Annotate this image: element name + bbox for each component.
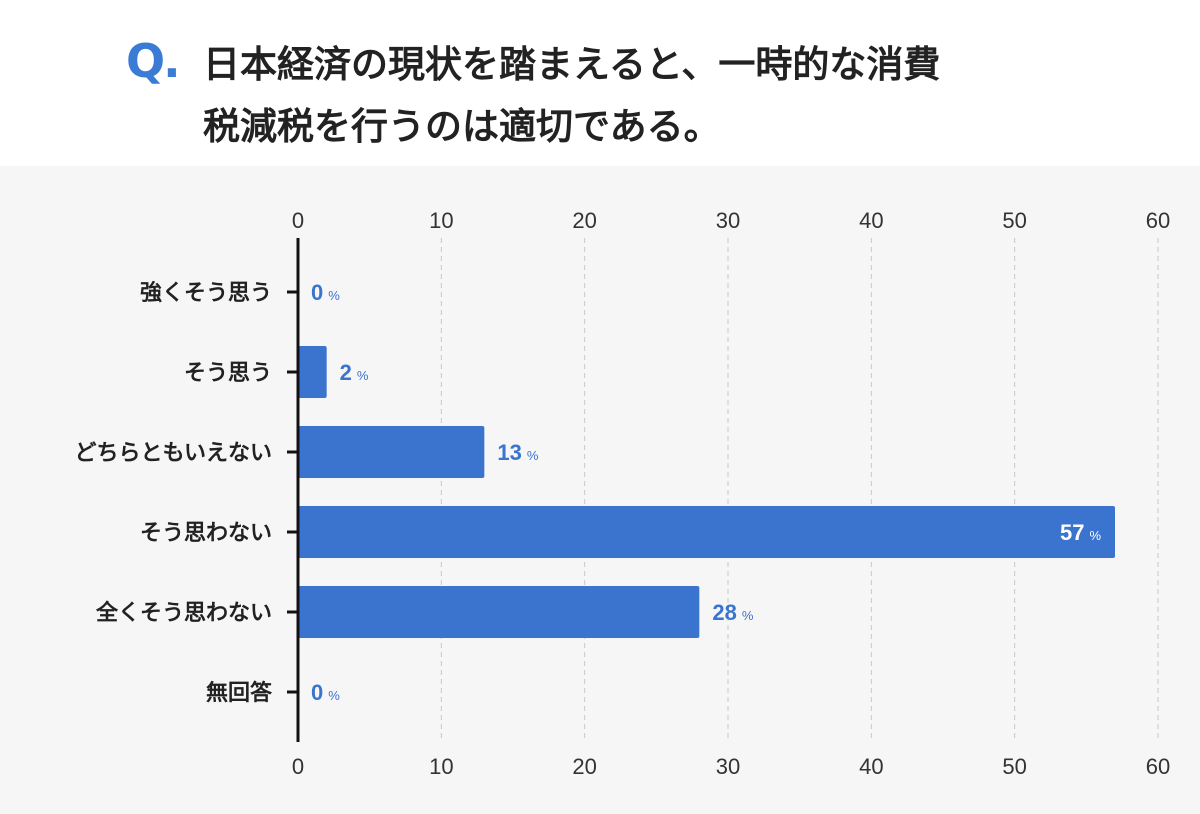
question-title-line-1: 日本経済の現状を踏まえると、一時的な消費 bbox=[203, 43, 941, 86]
bar bbox=[298, 506, 1115, 558]
x-tick-label-bottom: 50 bbox=[1002, 754, 1026, 779]
category-label: そう思う bbox=[184, 361, 272, 386]
value-label: 0% bbox=[311, 280, 340, 305]
x-tick-label-bottom: 40 bbox=[859, 754, 883, 779]
question-title-line-2: 税減税を行うのは適切である。 bbox=[203, 105, 721, 148]
bar bbox=[298, 586, 700, 638]
value-label: 57% bbox=[1060, 520, 1101, 545]
value-label: 28% bbox=[712, 600, 753, 625]
category-label: 強くそう思う bbox=[140, 280, 272, 306]
x-tick-label-top: 10 bbox=[429, 208, 453, 233]
value-label: 2% bbox=[340, 360, 369, 385]
category-label: どちらともいえない bbox=[74, 441, 272, 466]
x-tick-label-top: 50 bbox=[1002, 208, 1026, 233]
x-tick-label-bottom: 10 bbox=[429, 754, 453, 779]
category-label: 全くそう思わない bbox=[95, 600, 272, 626]
category-label: 無回答 bbox=[206, 680, 273, 706]
x-tick-label-top: 40 bbox=[859, 208, 883, 233]
category-label: そう思わない bbox=[140, 521, 272, 546]
x-tick-label-bottom: 20 bbox=[572, 754, 596, 779]
bar bbox=[298, 426, 485, 478]
chart-area bbox=[0, 166, 1200, 814]
x-tick-label-top: 20 bbox=[572, 208, 596, 233]
x-tick-label-top: 60 bbox=[1146, 208, 1170, 233]
x-tick-label-bottom: 0 bbox=[292, 754, 304, 779]
bar bbox=[298, 346, 327, 398]
x-tick-label-top: 0 bbox=[292, 208, 304, 233]
question-mark: Q. bbox=[126, 34, 181, 88]
value-label: 13% bbox=[497, 440, 538, 465]
value-label: 0% bbox=[311, 680, 340, 705]
header: Q. 日本経済の現状を踏まえると、一時的な消費 税減税を行うのは適切である。 bbox=[0, 0, 1200, 166]
x-tick-label-bottom: 60 bbox=[1146, 754, 1170, 779]
x-tick-label-top: 30 bbox=[716, 208, 740, 233]
x-tick-label-bottom: 30 bbox=[716, 754, 740, 779]
